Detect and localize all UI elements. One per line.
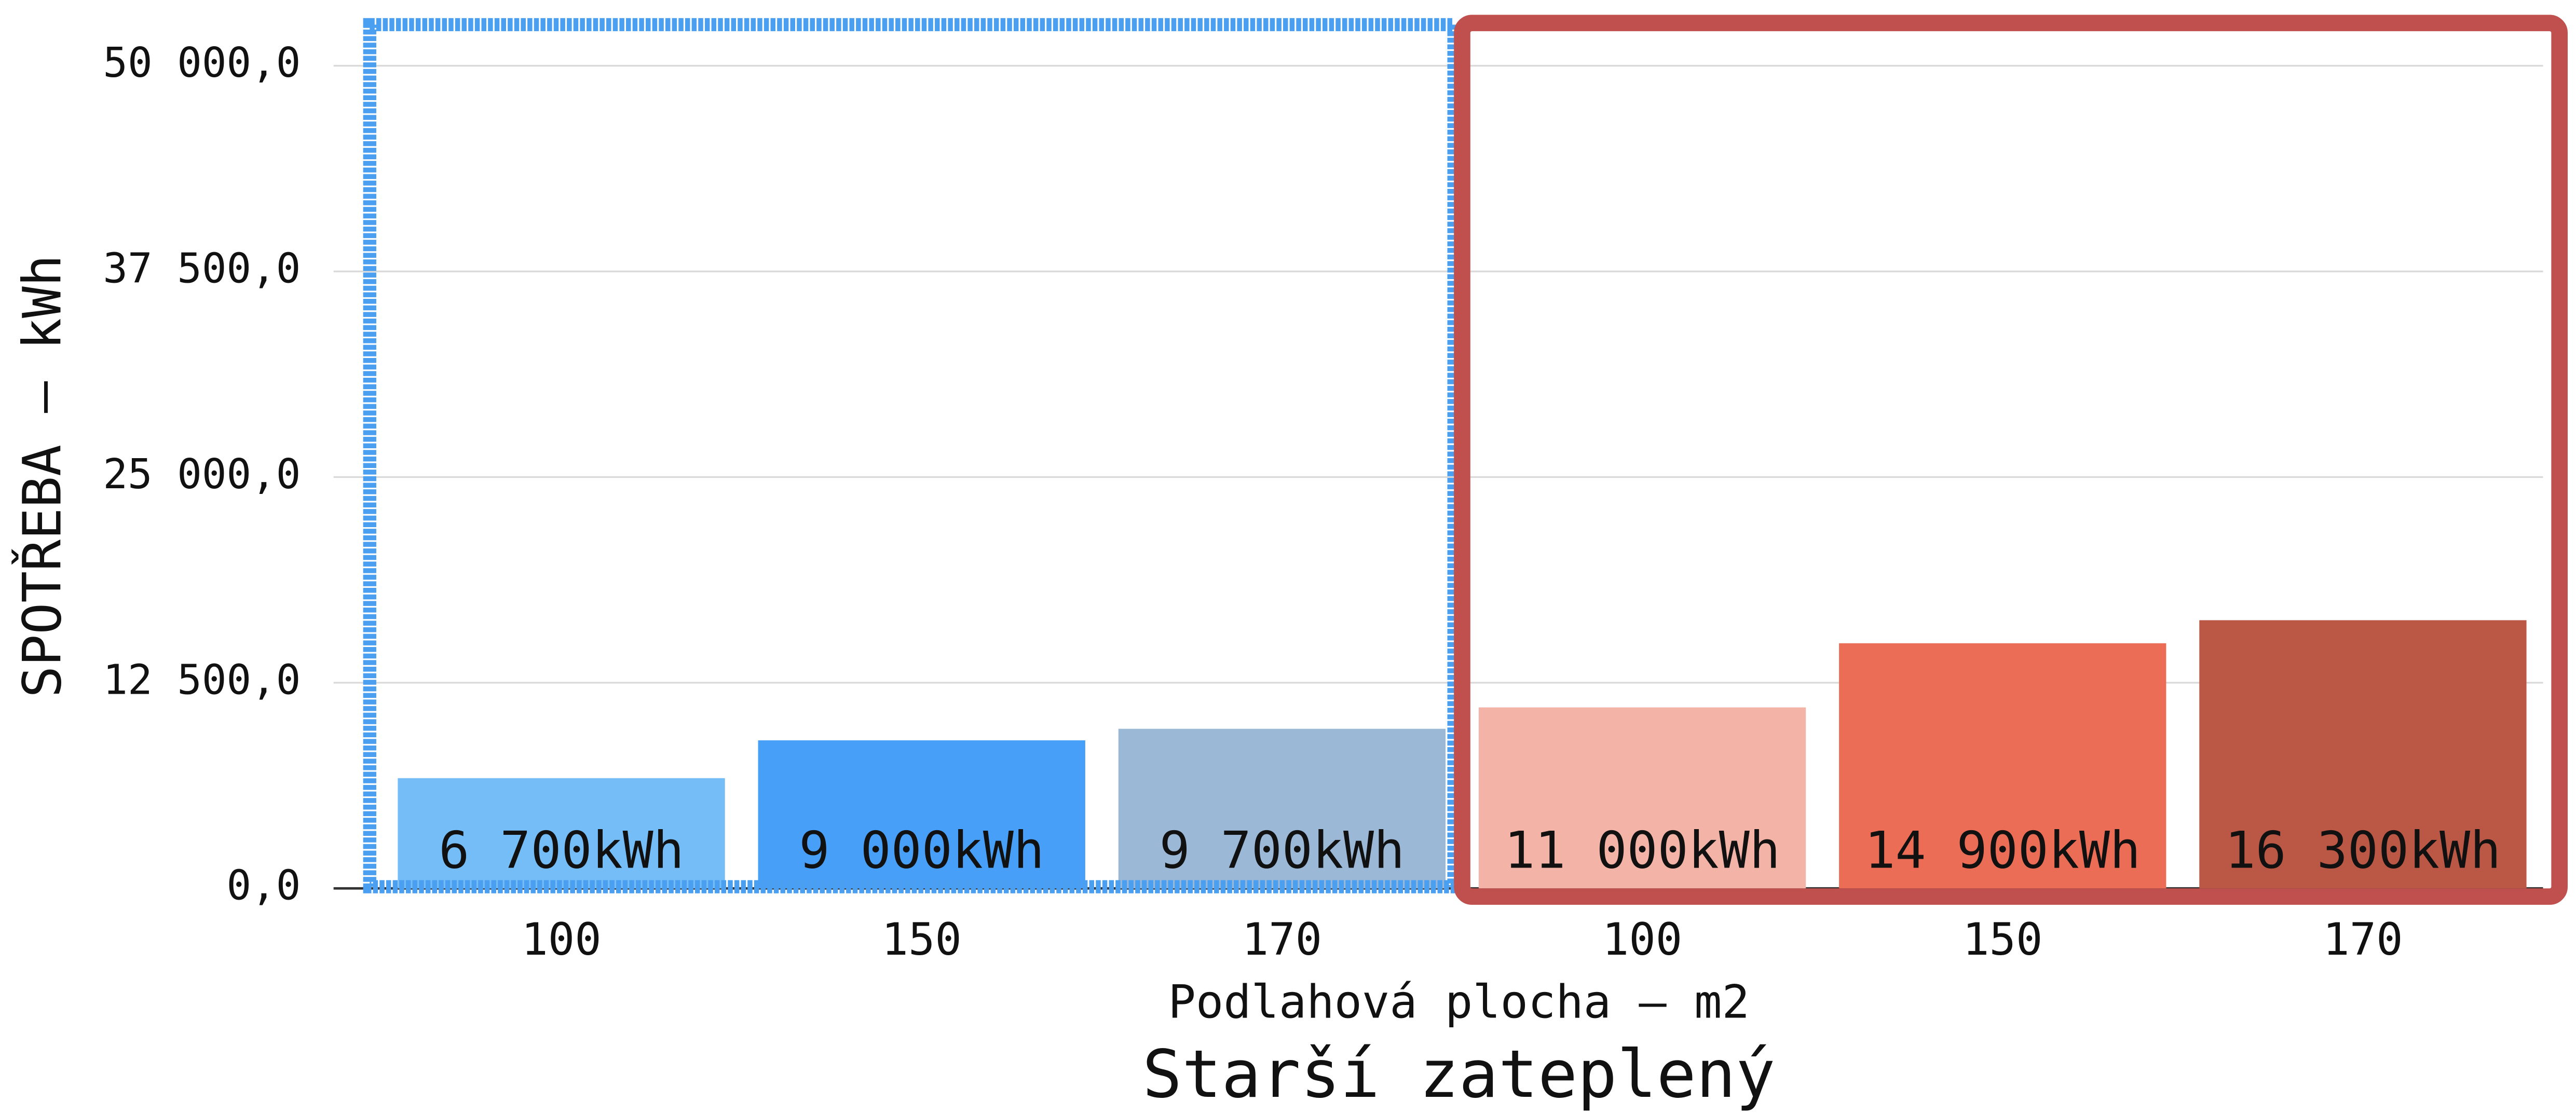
- x-axis-label: Podlahová plocha – m2: [1168, 975, 1750, 1028]
- y-tick-label: 0,0: [226, 862, 301, 910]
- y-tick-label: 25 000,0: [103, 450, 301, 498]
- data-label: 9 700kWh: [1160, 821, 1405, 880]
- y-tick-label: 12 500,0: [103, 656, 301, 704]
- y-tick-label: 37 500,0: [103, 245, 301, 293]
- data-label: 14 900kWh: [1864, 821, 2141, 880]
- bar: [2199, 620, 2527, 889]
- data-label: 11 000kWh: [1504, 821, 1780, 880]
- bar: [398, 778, 725, 889]
- x-tick-label: 100: [521, 914, 601, 966]
- chart-title: Starší zateplený: [1142, 1036, 1775, 1112]
- y-tick-label: 50 000,0: [103, 39, 301, 87]
- plot: 0,0 12 500,0 25 000,0 37 500,0 50 000,0 6 700…: [103, 39, 2543, 966]
- bar: [758, 740, 1085, 889]
- x-tick-label: 170: [1242, 914, 1322, 966]
- x-tick-label: 170: [2323, 914, 2403, 966]
- group-outline-red: [1454, 15, 2568, 905]
- y-axis-label: SPOTŘEBA – kWh: [12, 255, 73, 698]
- bar: [1118, 728, 1446, 889]
- data-label: 16 300kWh: [2225, 821, 2501, 880]
- bar: [1839, 643, 2166, 889]
- data-label: 6 700kWh: [439, 821, 684, 880]
- bar: [1478, 707, 1806, 889]
- x-tick-label: 100: [1602, 914, 1682, 966]
- x-tick-label: 150: [1962, 914, 2042, 966]
- x-tick-label: 150: [882, 914, 962, 966]
- data-label: 9 000kWh: [799, 821, 1044, 880]
